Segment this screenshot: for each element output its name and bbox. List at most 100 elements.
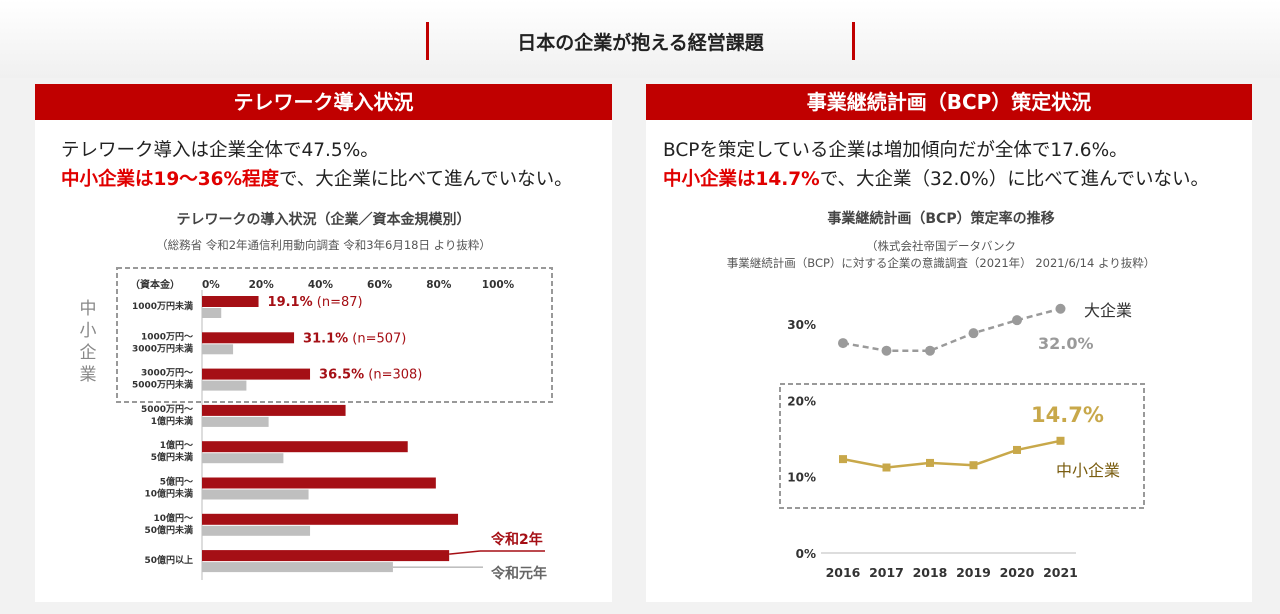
bar-reiwa1 [202,562,393,573]
x-tick-label: 2020 [1000,565,1035,580]
bar-reiwa1 [202,525,311,536]
legend-reiwa1: 令和元年 [490,565,547,582]
y-tick-label: 20% [787,394,816,408]
large-company-point [968,328,979,339]
large-company-line [842,307,1061,352]
bar-data-label: 36.5% (n=308) [319,368,422,383]
telework-summary: テレワーク導入は企業全体で47.5%。 中小企業は19〜36%程度で、大企業に比… [61,136,573,194]
category-label: 1000万円〜 [141,331,193,342]
large-company-point [1012,315,1022,326]
bar-reiwa2 [202,550,450,562]
capital-axis-label: （資本金） [130,278,180,291]
sme-group-label-char: 企 [80,343,97,363]
sme-highlight-box [779,383,1145,509]
sme-point [969,461,978,470]
y-tick-label: 30% [787,318,816,332]
category-label: 3000万円未満 [132,342,193,354]
sme-point [1056,436,1065,445]
large-company-end-label: 32.0% [1038,334,1094,353]
sme-end-label: 14.7% [1031,403,1104,427]
large-company-point [1055,303,1066,314]
sme-legend: 中小企業 [1056,461,1120,480]
sme-point [839,455,847,464]
page-header: 日本の企業が抱える経営課題 [0,0,1280,78]
bar-reiwa2 [202,477,436,489]
category-label: 50億円以上 [144,554,193,566]
bar-data-label: 31.1% (n=507) [303,331,406,346]
telework-chart-title: テレワークの導入状況（企業／資本金規模別） [176,212,471,228]
x-tick-label: 20% [249,279,275,291]
category-label: 1億円未満 [151,415,193,427]
sme-group-label-char: 小 [80,321,97,341]
sme-line [842,439,1061,469]
x-tick-label: 80% [426,279,452,291]
telework-panel: テレワーク導入状況 テレワーク導入は企業全体で47.5%。 中小企業は19〜36… [35,84,612,602]
legend-reiwa2: 令和2年 [490,531,543,548]
category-label: 5000万円未満 [132,379,193,391]
page-title: 日本の企業が抱える経営課題 [517,32,764,54]
bar-reiwa2 [202,441,408,453]
telework-chart-source: （総務省 令和2年通信利用動向調査 令和3年6月18日 より抜粋） [156,238,491,252]
telework-summary-line2: 中小企業は19〜36%程度で、大企業に比べて進んでいない。 [61,165,573,194]
bcp-chart-title: 事業継続計画（BCP）策定率の推移 [827,211,1055,227]
bar-reiwa1 [202,344,234,355]
bcp-panel-title: 事業継続計画（BCP）策定状況 [646,84,1252,120]
category-label: 10億円〜 [153,512,193,524]
large-company-legend: 大企業 [1084,301,1132,320]
sme-group-box [116,267,553,403]
x-tick-label: 40% [308,279,334,291]
large-company-point [881,345,892,356]
x-tick-label: 60% [367,279,393,291]
sme-point [926,458,934,467]
bcp-chart-source: （株式会社帝国データバンク 事業継続計画（BCP）に対する企業の意識調査（202… [646,238,1236,272]
bcp-line-chart: 0% 10% 20% 30% 2016 2017 2018 2019 2020 2021 大企業 32… [779,301,1145,580]
bcp-summary-highlight: 中小企業は14.7% [663,169,820,190]
category-label: 1億円〜 [160,439,193,451]
x-tick-label: 2017 [869,565,904,580]
x-tick-label: 0% [202,279,220,291]
large-company-point [838,338,848,349]
category-label: 3000万円〜 [141,368,193,379]
sme-group-label-char: 中 [80,299,97,319]
x-tick-label: 2018 [913,565,948,580]
bar-data-label: 19.1% (n=87) [268,295,363,310]
large-company-point [925,345,935,356]
bcp-panel: 事業継続計画（BCP）策定状況 BCPを策定している企業は増加傾向だが全体で17… [646,84,1252,602]
sme-group-label-char: 業 [80,365,97,385]
sme-point [1013,445,1021,454]
bar-reiwa2 [202,404,346,416]
bcp-summary-line1: BCPを策定している企業は増加傾向だが全体で17.6%。 [663,140,1128,161]
telework-summary-rest: で、大企業に比べて進んでいない。 [279,169,573,190]
bar-reiwa1 [202,453,284,464]
category-label: 1000万円未満 [132,300,193,312]
y-tick-label: 0% [796,547,816,561]
category-label: 50億円未満 [144,524,193,536]
telework-bar-chart: 中小企業 （資本金） 0% 20% 40% 60% 80% 100% 1000万円未満 19.1%… [80,267,553,582]
bcp-summary: BCPを策定している企業は増加傾向だが全体で17.6%。 中小企業は14.7%で… [663,136,1209,194]
bcp-chart-source-line1: （株式会社帝国データバンク [865,239,1017,253]
bar-reiwa2 [202,332,295,344]
bar-reiwa1 [202,380,247,391]
header-right-rule [852,22,855,60]
category-label: 5億円〜 [160,476,193,488]
bar-reiwa2 [202,296,259,307]
telework-summary-highlight: 中小企業は19〜36%程度 [61,169,280,190]
header-left-rule [426,22,429,60]
x-tick-label: 100% [482,279,515,291]
bcp-chart-source-line2: 事業継続計画（BCP）に対する企業の意識調査（2021年） 2021/6/14 … [726,256,1156,270]
telework-panel-title: テレワーク導入状況 [35,84,612,120]
bar-reiwa1 [202,489,309,500]
category-label: 5000万円〜 [141,404,193,415]
legend-leader-reiwa2 [449,550,481,555]
telework-summary-line1: テレワーク導入は企業全体で47.5%。 [61,140,379,161]
bar-reiwa1 [202,308,222,318]
bcp-summary-line2: 中小企業は14.7%で、大企業（32.0%）に比べて進んでいない。 [663,165,1209,194]
sme-point [882,463,891,472]
y-tick-label: 10% [787,471,816,485]
x-tick-label: 2019 [956,565,991,580]
bar-reiwa2 [202,368,311,380]
x-tick-label: 2021 [1043,565,1078,580]
category-label: 10億円未満 [144,488,193,500]
bar-reiwa1 [202,416,269,427]
x-tick-label: 2016 [826,565,861,580]
